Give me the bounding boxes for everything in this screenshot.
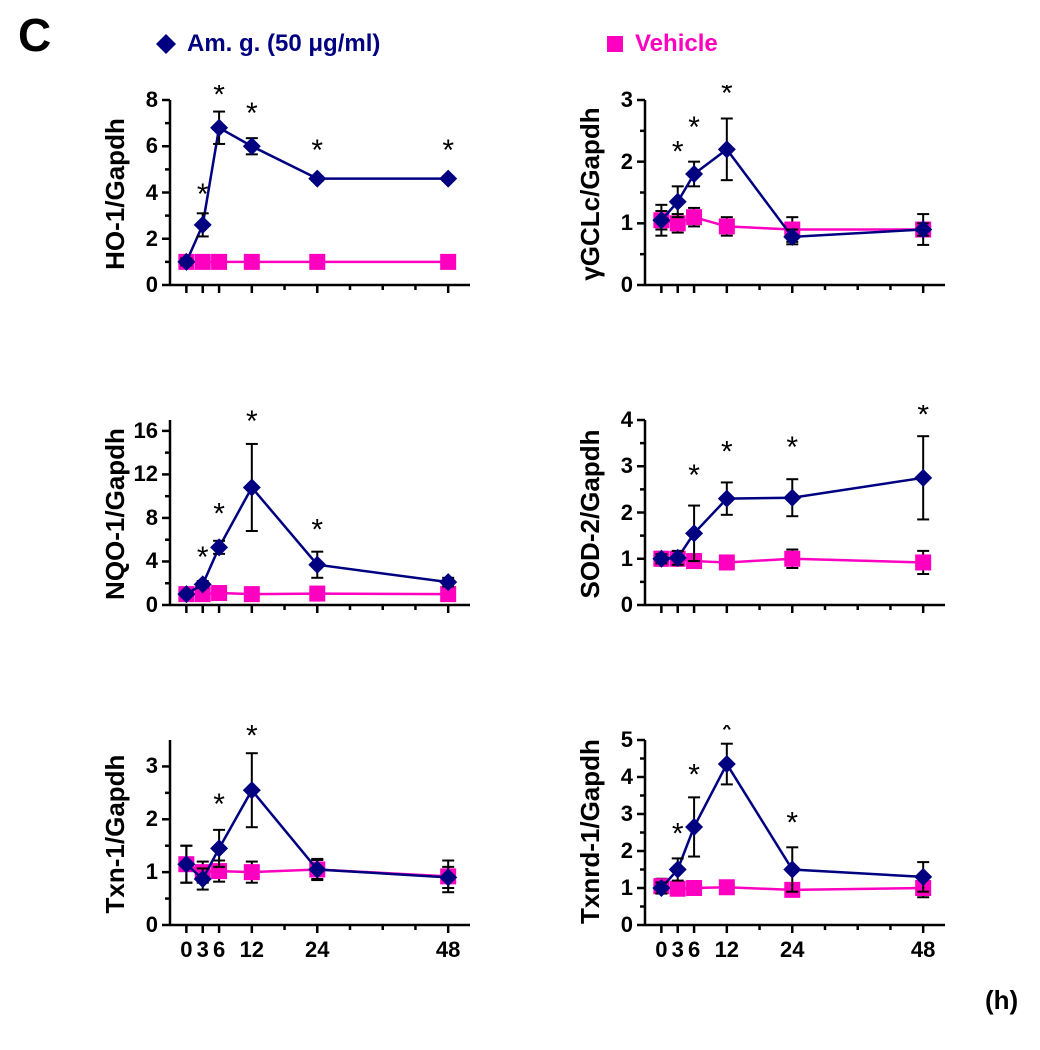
- svg-text:*: *: [672, 818, 684, 851]
- svg-text:*: *: [688, 758, 700, 791]
- svg-text:*: *: [721, 436, 733, 469]
- legend-series2-label: Vehicle: [635, 30, 718, 58]
- chart-nqo1: ****0481216NQO-1/Gapdh: [115, 405, 485, 670]
- x-tick-label: 48: [428, 937, 468, 963]
- y-axis-label: γGCLc/Gapdh: [575, 104, 605, 284]
- y-axis-label: SOD-2/Gapdh: [575, 424, 605, 604]
- y-axis-label: Txnrd-1/Gapdh: [575, 744, 605, 924]
- svg-text:*: *: [721, 85, 733, 110]
- x-tick-label: 12: [707, 937, 747, 963]
- chart-svg: * * * * *: [115, 85, 485, 315]
- svg-text:*: *: [688, 459, 700, 492]
- svg-text:*: *: [442, 134, 454, 167]
- chart-svg: **: [115, 725, 485, 955]
- svg-text:*: *: [672, 136, 684, 169]
- chart-ho1: *****02468HO-1/Gapdh: [115, 85, 485, 350]
- legend-series1-label: Am. g. (50 μg/ml): [187, 30, 380, 58]
- chart-sod2: ****01234SOD-2/Gapdh: [590, 405, 960, 670]
- svg-text:*: *: [213, 85, 225, 112]
- svg-text:*: *: [246, 405, 258, 438]
- y-axis-label: HO-1/Gapdh: [100, 104, 130, 284]
- svg-text:*: *: [688, 111, 700, 144]
- x-tick-label: 12: [232, 937, 272, 963]
- square-icon: [605, 34, 625, 54]
- chart-txn1: **0123036122448Txn-1/Gapdh: [115, 725, 485, 990]
- figure-panel-c: C Am. g. (50 μg/ml) Vehicle *****02468HO…: [0, 0, 1040, 1050]
- diamond-icon: [155, 33, 177, 55]
- svg-text:*: *: [917, 405, 929, 432]
- chart-gclc: ***0123γGCLc/Gapdh: [590, 85, 960, 350]
- svg-text:*: *: [197, 541, 209, 574]
- svg-text:*: *: [721, 725, 733, 747]
- chart-svg: ***: [590, 85, 960, 315]
- y-axis-label: NQO-1/Gapdh: [100, 424, 130, 604]
- svg-text:*: *: [786, 431, 798, 464]
- x-tick-label: 24: [297, 937, 337, 963]
- legend-series2: Vehicle: [605, 30, 718, 58]
- chart-svg: ****: [590, 725, 960, 955]
- panel-letter: C: [18, 8, 51, 62]
- svg-text:*: *: [246, 97, 258, 130]
- svg-text:*: *: [311, 134, 323, 167]
- svg-text:*: *: [311, 514, 323, 547]
- svg-text:*: *: [213, 497, 225, 530]
- y-axis-label: Txn-1/Gapdh: [100, 744, 130, 924]
- chart-txnrd1: ****012345036122448Txnrd-1/Gapdh: [590, 725, 960, 990]
- svg-text:*: *: [786, 807, 798, 840]
- svg-text:*: *: [246, 725, 258, 752]
- chart-svg: ****: [115, 405, 485, 635]
- x-tick-label: 48: [903, 937, 943, 963]
- x-tick-label: 24: [772, 937, 812, 963]
- x-axis-unit: (h): [985, 985, 1018, 1016]
- svg-text:*: *: [197, 178, 209, 211]
- svg-text:*: *: [213, 788, 225, 821]
- legend-series1: Am. g. (50 μg/ml): [155, 30, 380, 58]
- chart-svg: * * * *: [590, 405, 960, 635]
